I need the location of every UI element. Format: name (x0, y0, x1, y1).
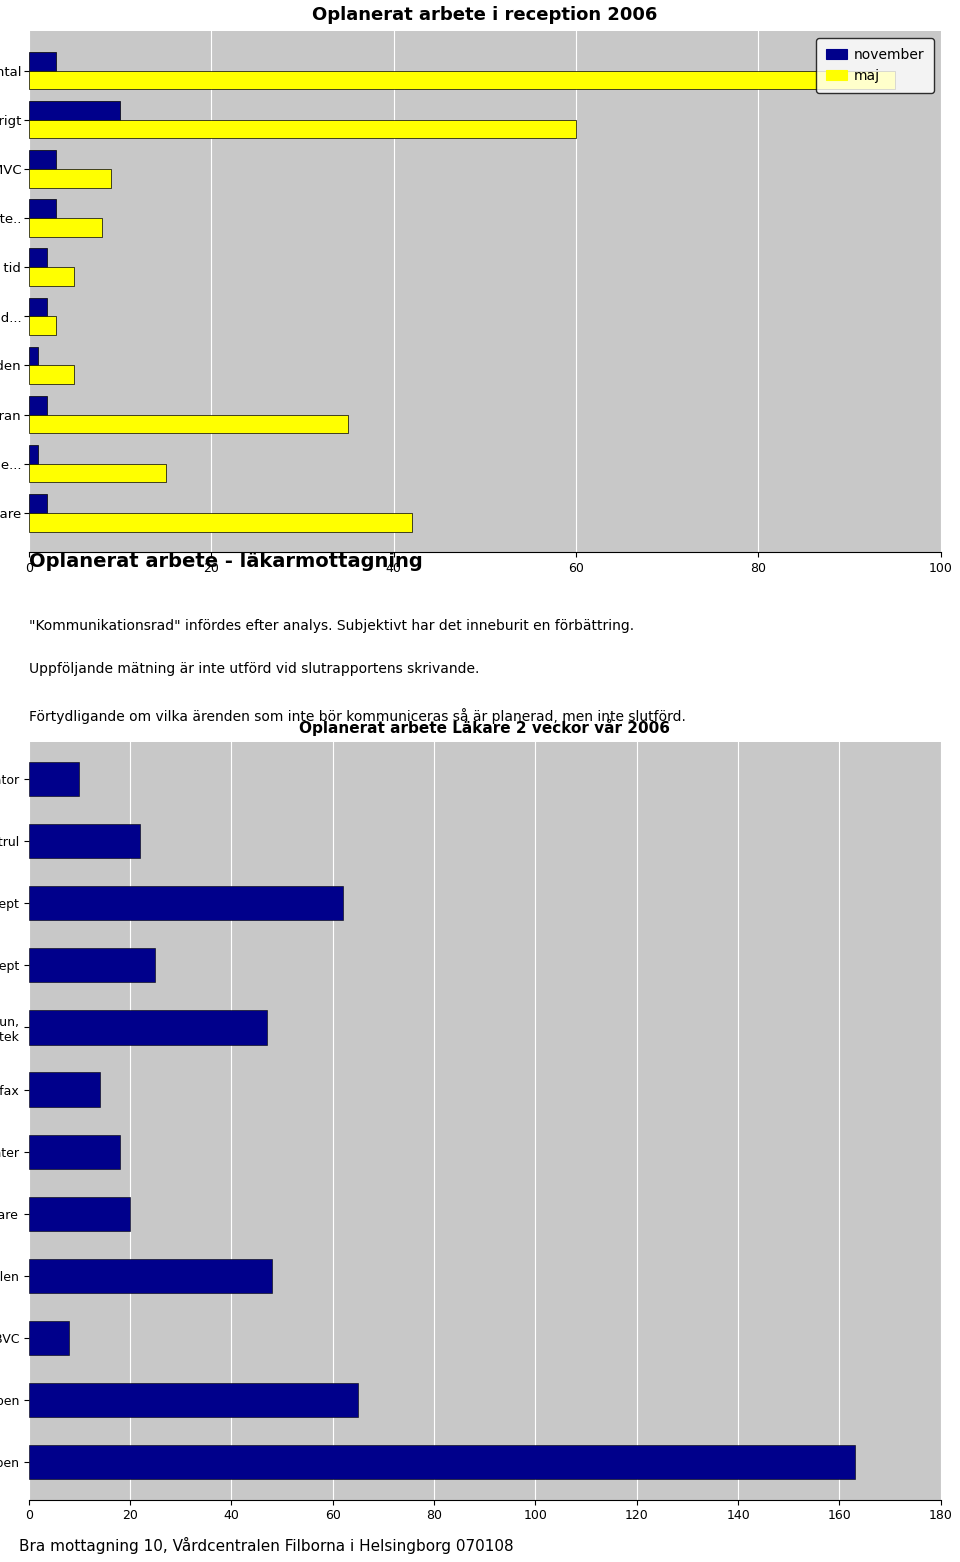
Bar (29, 1134, 120, 1168)
Bar (29, 1259, 272, 1293)
Bar (29, 120, 576, 139)
Bar (29, 200, 56, 219)
Bar (29, 1382, 358, 1417)
Bar (29, 512, 412, 531)
Bar (29, 948, 156, 982)
Bar (29, 169, 111, 187)
Bar (29, 886, 343, 920)
Legend: november, maj: november, maj (816, 37, 934, 92)
Bar (29, 298, 47, 317)
Bar (29, 1073, 100, 1106)
Bar (29, 52, 56, 70)
Bar (29, 1321, 69, 1356)
Bar (29, 70, 895, 89)
Bar (29, 317, 56, 334)
Title: Oplanerat arbete Läkare 2 veckor vår 2006: Oplanerat arbete Läkare 2 veckor vår 200… (300, 720, 670, 736)
Text: Uppföljande mätning är inte utförd vid slutrapportens skrivande.: Uppföljande mätning är inte utförd vid s… (29, 662, 479, 676)
Bar (29, 366, 75, 384)
Bar (29, 347, 38, 366)
Bar (29, 219, 102, 237)
Bar (29, 445, 38, 464)
Bar (29, 150, 56, 169)
Text: Bra mottagning 10, Vårdcentralen Filborna i Helsingborg 070108: Bra mottagning 10, Vårdcentralen Filborn… (19, 1537, 514, 1554)
Bar (29, 464, 166, 483)
Bar (29, 395, 47, 414)
Bar (29, 267, 75, 286)
Bar (29, 414, 348, 433)
Bar (29, 1445, 854, 1479)
Bar (29, 248, 47, 267)
Bar (29, 1196, 131, 1231)
Bar (29, 494, 47, 512)
Bar (29, 762, 80, 797)
Title: Oplanerat arbete i reception 2006: Oplanerat arbete i reception 2006 (312, 6, 658, 23)
Bar (29, 1011, 267, 1045)
Bar (29, 102, 120, 120)
Bar (29, 825, 140, 858)
Text: Oplanerat arbete - läkarmottagning: Oplanerat arbete - läkarmottagning (29, 553, 422, 572)
Text: "Kommunikationsrad" infördes efter analys. Subjektivt har det inneburit en förbä: "Kommunikationsrad" infördes efter analy… (29, 619, 634, 633)
Text: Förtydligande om vilka ärenden som inte bör kommuniceras så är planerad, men int: Förtydligande om vilka ärenden som inte … (29, 708, 685, 723)
